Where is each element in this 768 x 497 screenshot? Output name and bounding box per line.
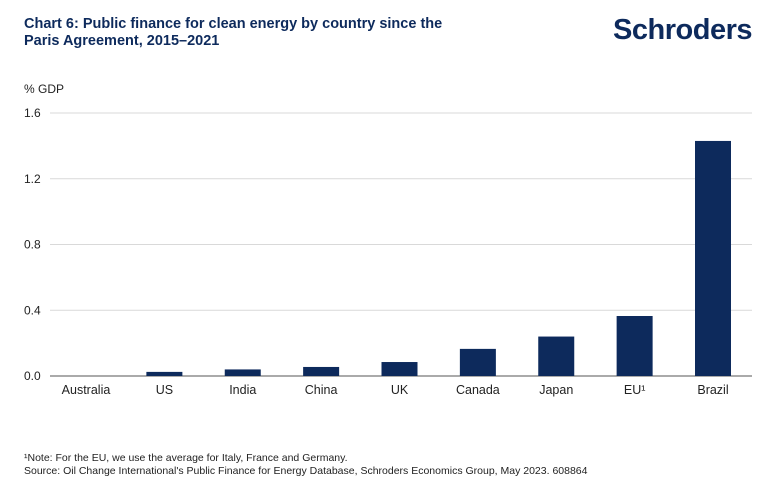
x-category-label: Australia: [62, 383, 111, 397]
bar: [538, 336, 575, 376]
x-category-label: China: [305, 383, 338, 397]
x-category-label: Brazil: [697, 383, 728, 397]
footnote-eu: ¹Note: For the EU, we use the average fo…: [24, 452, 348, 464]
bar: [303, 366, 340, 376]
y-tick-label: 0.0: [24, 369, 41, 383]
bar: [224, 369, 261, 376]
y-axis-label: % GDP: [24, 82, 64, 96]
y-tick-label: 0.4: [24, 303, 41, 317]
bar: [695, 140, 731, 376]
x-category-label: UK: [391, 383, 409, 397]
bar: [381, 362, 418, 376]
bar-chart: % GDP 0.0 0.4 0.8 1.2 1.6 Australia US India Ch…: [24, 82, 752, 397]
y-tick-label: 0.8: [24, 238, 41, 252]
source-note: Source: Oil Change International's Publi…: [24, 465, 588, 477]
x-category-label: India: [229, 383, 256, 397]
bar: [459, 348, 496, 376]
bars: [146, 140, 731, 376]
x-category-label: Japan: [539, 383, 573, 397]
schroders-logo: Schroders: [613, 14, 752, 46]
y-tick-label: 1.6: [24, 106, 41, 120]
x-category-labels: Australia US India China UK Canada Japan EU¹ Bra…: [62, 383, 729, 397]
footnotes: ¹Note: For the EU, we use the average fo…: [24, 452, 754, 478]
y-tick-label: 1.2: [24, 172, 41, 186]
x-category-label: Canada: [456, 383, 500, 397]
bar: [146, 371, 183, 376]
chart-title: Chart 6: Public finance for clean energy…: [24, 16, 443, 49]
x-category-label: EU¹: [624, 383, 646, 397]
y-tick-labels: 0.0 0.4 0.8 1.2 1.6: [24, 106, 41, 383]
bar: [616, 316, 653, 376]
x-category-label: US: [156, 383, 173, 397]
